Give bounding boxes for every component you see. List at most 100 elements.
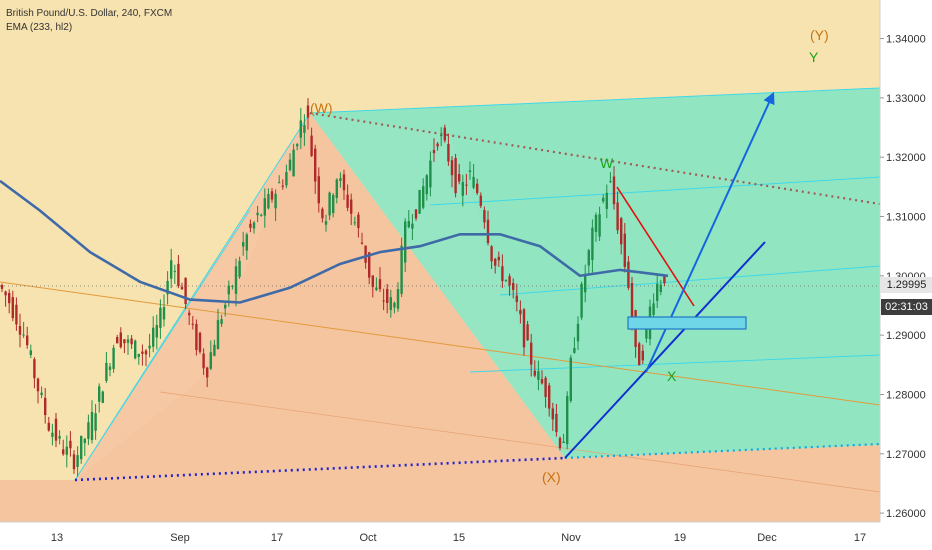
candle-body — [623, 233, 626, 267]
candle-body — [263, 198, 266, 216]
candle-body — [411, 223, 414, 229]
candle-body — [544, 377, 547, 397]
time-axis[interactable]: 13 Sep 17 Oct 15 Nov 19 Dec 17 — [51, 532, 866, 544]
candle-body — [375, 287, 378, 290]
price-tick-label: 1.27000 — [886, 449, 926, 461]
candle-body — [393, 302, 396, 308]
candle-body — [540, 379, 544, 384]
candle-body — [663, 276, 666, 284]
candle-body — [245, 234, 248, 251]
candle-body — [335, 179, 338, 198]
candle-body — [33, 359, 36, 379]
candle-body — [44, 397, 47, 416]
candle-body — [598, 214, 601, 237]
candle-body — [90, 411, 94, 441]
symbol-title: British Pound/U.S. Dollar, 240, FXCM — [6, 8, 173, 19]
wave-label-x-green: X — [667, 368, 677, 384]
candle-body — [281, 185, 284, 187]
candle-body — [400, 245, 403, 294]
candle-body — [386, 288, 389, 303]
candle-body — [357, 214, 360, 229]
candle-body — [314, 148, 317, 182]
candle-body — [450, 160, 454, 176]
candle-body — [87, 422, 90, 439]
countdown-tag: 02:31:03 — [881, 299, 932, 315]
candle-body — [112, 347, 115, 369]
candle-body — [162, 307, 166, 320]
candle-body — [306, 105, 310, 118]
candle-body — [522, 309, 526, 348]
price-axis[interactable]: 1.340001.330001.320001.310001.300001.290… — [880, 34, 926, 521]
wave-label-y-green: Y — [809, 49, 819, 65]
candle-body — [292, 149, 295, 177]
candle-body — [173, 270, 176, 272]
candle-body — [584, 275, 587, 293]
candle-body — [382, 300, 385, 302]
candle-body — [486, 219, 490, 244]
candle-body — [350, 199, 353, 214]
candle-body — [645, 328, 648, 339]
time-tick-label: Nov — [561, 532, 581, 544]
candle-body — [195, 323, 198, 351]
candle-body — [321, 208, 324, 219]
candle-body — [504, 280, 508, 282]
candle-body — [213, 344, 216, 356]
candle-body — [227, 285, 230, 295]
candle-body — [483, 210, 486, 223]
candle-body — [602, 197, 605, 202]
candle-body — [69, 440, 72, 449]
candle-body — [267, 194, 270, 209]
lower-dotted-line — [74, 456, 566, 482]
candle-body — [206, 367, 209, 378]
channel-mid-line-1 — [429, 176, 881, 206]
candle-body — [278, 182, 281, 184]
candle-body — [501, 266, 504, 282]
candle-body — [555, 413, 558, 433]
candle-body — [436, 143, 439, 147]
salmon-zone — [0, 113, 880, 522]
candle-body — [627, 261, 630, 288]
candle-body — [429, 160, 432, 188]
candle-body — [80, 435, 83, 460]
candle-body — [515, 295, 518, 302]
candles-layer — [0, 98, 666, 477]
ema-line — [0, 179, 669, 304]
candle-body — [4, 291, 7, 296]
candle-body — [414, 209, 418, 219]
candle-body — [652, 303, 655, 315]
candle-body — [461, 182, 464, 196]
candle-body — [220, 319, 223, 324]
candle-body — [512, 282, 515, 290]
candle-body — [328, 192, 331, 216]
candle-body — [558, 437, 562, 449]
price-tick-label: 1.32000 — [886, 152, 926, 164]
candle-body — [620, 218, 623, 245]
support-box[interactable] — [627, 316, 747, 330]
candle-body — [54, 418, 58, 441]
candle-body — [285, 171, 288, 186]
candle-body — [137, 354, 140, 357]
price-tick-label: 1.26000 — [886, 508, 926, 520]
candle-body — [638, 343, 641, 366]
candle-body — [526, 324, 529, 341]
candle-body — [166, 280, 169, 295]
candle-body — [202, 353, 205, 369]
candle-body — [224, 304, 227, 309]
candle-body — [126, 339, 130, 343]
candle-body — [537, 371, 540, 380]
candle-body — [155, 325, 158, 338]
candle-body — [105, 362, 108, 382]
candle-body — [152, 327, 155, 347]
candle-body — [594, 214, 598, 232]
orange-line-1 — [0, 281, 881, 406]
candle-body — [180, 286, 184, 290]
candle-body — [26, 335, 29, 346]
time-tick-label: 13 — [51, 532, 63, 544]
candle-body — [576, 323, 580, 342]
candle-body — [15, 304, 18, 325]
last-price-tag: 1.29995 — [881, 277, 932, 293]
candle-body — [148, 345, 151, 349]
candle-body — [29, 350, 32, 356]
candle-body — [605, 192, 608, 209]
time-tick-label: 19 — [674, 532, 686, 544]
